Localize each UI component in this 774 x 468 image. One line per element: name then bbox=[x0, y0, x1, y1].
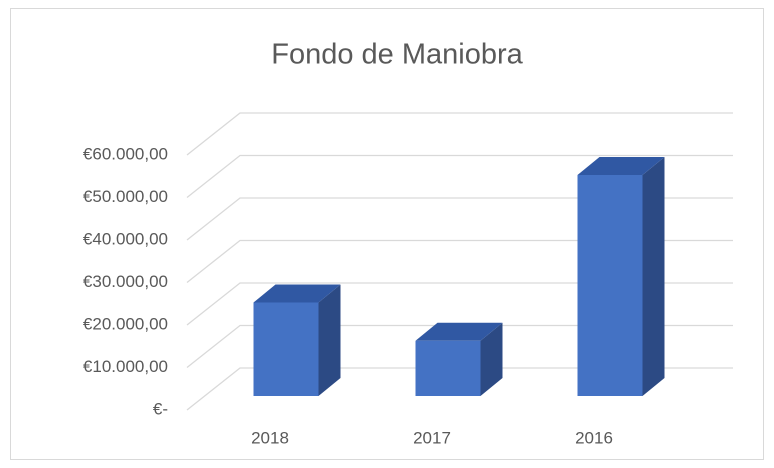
x-tick-label: 2016 bbox=[575, 428, 613, 447]
bar-front bbox=[577, 175, 643, 396]
grid-line bbox=[186, 324, 733, 369]
grid-line bbox=[186, 282, 733, 326]
y-tick-label: €10.000,00 bbox=[83, 357, 168, 376]
chart-title: Fondo de Maniobra bbox=[271, 39, 523, 71]
y-tick-label: €30.000,00 bbox=[83, 272, 168, 291]
bar-front bbox=[415, 340, 481, 396]
grid-line bbox=[186, 239, 733, 284]
bar-side bbox=[642, 157, 665, 396]
grid-line bbox=[186, 112, 733, 156]
y-tick-label: €40.000,00 bbox=[83, 229, 168, 248]
x-tick-label: 2018 bbox=[251, 428, 289, 447]
y-tick-label: €60.000,00 bbox=[83, 144, 168, 163]
grid-line bbox=[186, 367, 733, 411]
bar-top bbox=[415, 322, 503, 341]
bar-side bbox=[318, 284, 341, 396]
bar-top bbox=[577, 157, 665, 175]
bar-front bbox=[253, 302, 319, 396]
bar bbox=[577, 157, 665, 396]
y-tick-label: €50.000,00 bbox=[83, 187, 168, 206]
y-tick-label: €- bbox=[153, 399, 168, 418]
grid-line bbox=[186, 154, 733, 199]
bar bbox=[253, 284, 341, 396]
bar-side bbox=[480, 322, 503, 396]
bar-top bbox=[253, 284, 341, 303]
y-tick-label: €20.000,00 bbox=[83, 314, 168, 333]
bar bbox=[415, 322, 503, 396]
grid-line bbox=[186, 197, 733, 241]
x-tick-label: 2017 bbox=[413, 428, 451, 447]
